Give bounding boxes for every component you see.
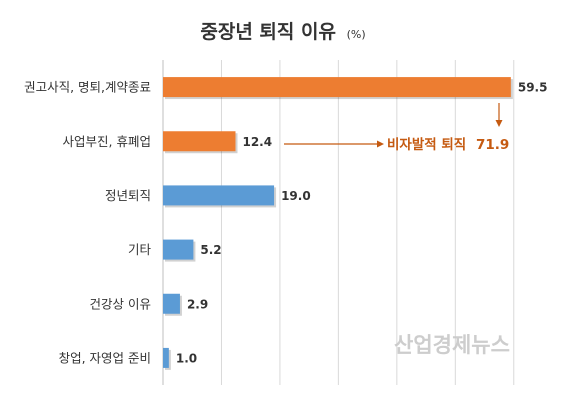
value-label: 12.4: [242, 135, 272, 149]
value-labels: 59.5 12.4 19.0 5.2 2.9 1.0: [176, 81, 548, 366]
chart-title: 중장년 퇴직 이유 (%): [200, 21, 365, 43]
category-label: 기타: [128, 242, 152, 257]
bar: [163, 185, 275, 206]
annotation-left-arrowhead: [377, 140, 384, 148]
category-label: 사업부진, 휴폐업: [63, 134, 151, 149]
bar: [163, 293, 180, 314]
bars: [163, 77, 513, 370]
value-label: 59.5: [518, 81, 548, 95]
bar: [163, 77, 511, 98]
chart-title-text: 중장년 퇴직 이유: [200, 21, 336, 43]
value-label: 5.2: [200, 243, 221, 257]
gridlines: [220, 60, 515, 385]
bar: [163, 239, 194, 260]
chart-unit: (%): [347, 28, 366, 41]
bar: [163, 131, 236, 152]
value-label: 1.0: [176, 351, 197, 365]
category-label: 건강상 이유: [90, 296, 151, 311]
value-label: 19.0: [281, 189, 311, 203]
annotation-text: 비자발적 퇴직 71.9: [387, 136, 509, 153]
value-label: 2.9: [187, 297, 208, 311]
bar: [163, 347, 169, 368]
category-label: 창업, 자영업 준비: [59, 350, 151, 365]
watermark: 산업경제뉴스: [394, 333, 510, 357]
category-label: 정년퇴직: [105, 188, 151, 203]
annotation-down-arrowhead: [495, 120, 503, 127]
annotation: 비자발적 퇴직 71.9: [284, 103, 509, 153]
category-label: 권고사직, 명퇴,계약종료: [24, 80, 151, 95]
annotation-label: 비자발적 퇴직: [387, 136, 466, 153]
annotation-value: 71.9: [476, 137, 509, 153]
